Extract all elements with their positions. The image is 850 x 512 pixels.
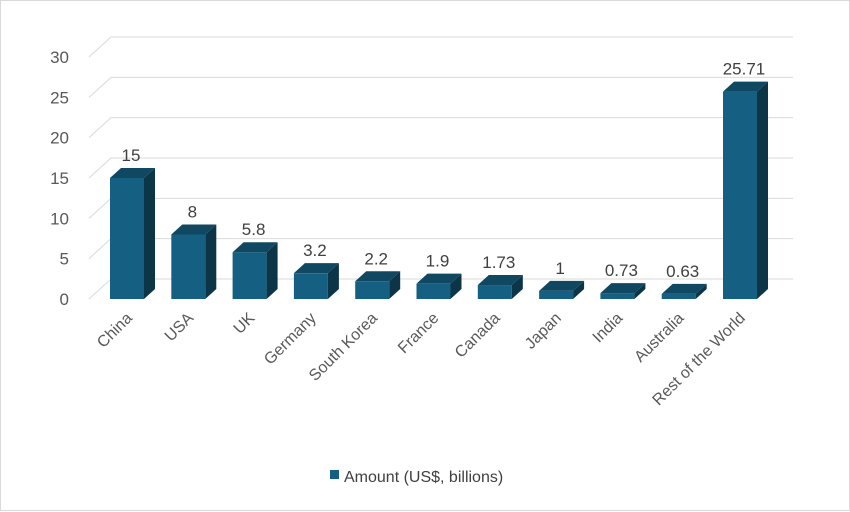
data-labels: 15 8 5.8 3.2 2.2 1.9 1.73 1 0.73 0.63 25.71	[122, 60, 766, 281]
bar	[661, 283, 707, 299]
bar-front	[355, 281, 390, 299]
x-tick-label: Japan	[522, 310, 565, 353]
y-tick-label: 30	[50, 48, 69, 67]
y-tick-label: 5	[60, 250, 69, 269]
gridline	[88, 117, 793, 139]
data-label: 1.73	[482, 253, 515, 272]
bar-side	[757, 81, 768, 299]
data-label: 3.2	[303, 241, 327, 260]
bars	[110, 81, 768, 299]
bar	[171, 224, 217, 299]
data-label: 1	[555, 259, 564, 278]
bar	[293, 263, 339, 299]
y-tick-label: 20	[50, 129, 69, 148]
bar-top	[661, 283, 707, 294]
bar-top	[355, 271, 401, 282]
x-tick-label: UK	[231, 310, 259, 338]
legend-label: Amount (US$, billions)	[344, 469, 503, 486]
bar-side	[266, 242, 278, 299]
x-tick-label: USA	[162, 310, 198, 346]
bar-top	[600, 283, 646, 294]
y-tick-label: 15	[50, 169, 69, 188]
bar-front	[600, 293, 635, 299]
legend-swatch	[330, 470, 339, 479]
bar-top	[539, 280, 585, 291]
bar-front	[539, 290, 574, 299]
bar-side	[389, 271, 401, 299]
bar-side	[205, 224, 217, 299]
bar-front	[477, 285, 512, 299]
bar	[600, 283, 646, 299]
bar-side	[634, 283, 646, 299]
bar-side	[327, 263, 339, 299]
bar-top	[232, 242, 278, 253]
bar-front	[723, 91, 757, 299]
y-tick-label: 25	[50, 88, 69, 107]
bar-side	[144, 168, 155, 299]
bar-front	[171, 234, 206, 299]
legend: Amount (US$, billions)	[330, 469, 503, 486]
bar-top	[477, 275, 523, 286]
bar	[539, 280, 585, 299]
bar-side	[450, 273, 462, 299]
bar-top	[416, 273, 462, 284]
bar	[110, 168, 155, 299]
bar-front	[661, 293, 696, 299]
x-tick-label: France	[395, 310, 442, 357]
x-tick-label: Germany	[261, 310, 320, 369]
gridline	[88, 36, 793, 58]
bar-front	[110, 178, 144, 299]
bar-top	[171, 224, 217, 235]
gridline	[88, 76, 793, 98]
data-label: 5.8	[242, 220, 266, 239]
bar	[477, 275, 523, 299]
bar-front	[232, 252, 267, 299]
bar	[723, 81, 768, 299]
x-tick-label: India	[590, 310, 627, 347]
x-tick-label: Australia	[631, 310, 687, 366]
bar-top	[723, 81, 768, 92]
bar-front	[416, 283, 451, 299]
bar	[355, 271, 401, 299]
y-tick-label: 0	[60, 290, 69, 309]
data-label: 1.9	[426, 252, 450, 271]
bar-top	[293, 263, 339, 274]
x-tick-label: Canada	[452, 310, 504, 362]
bar-side	[573, 280, 585, 299]
gridline	[88, 157, 793, 179]
data-label: 15	[122, 146, 141, 165]
data-label: 0.63	[666, 262, 699, 281]
y-tick-label: 10	[50, 209, 69, 228]
data-label: 25.71	[723, 60, 766, 79]
bar-top	[110, 168, 155, 178]
data-label: 2.2	[364, 249, 388, 268]
data-label: 8	[188, 202, 197, 221]
bar	[232, 242, 278, 299]
x-tick-label: China	[94, 310, 136, 352]
data-label: 0.73	[605, 261, 638, 280]
y-axis-ticks: 0 5 10 15 20 25 30	[50, 48, 69, 309]
bar-side	[511, 275, 523, 299]
bar-side	[695, 283, 707, 299]
bar	[416, 273, 462, 299]
bar-front	[293, 273, 328, 299]
